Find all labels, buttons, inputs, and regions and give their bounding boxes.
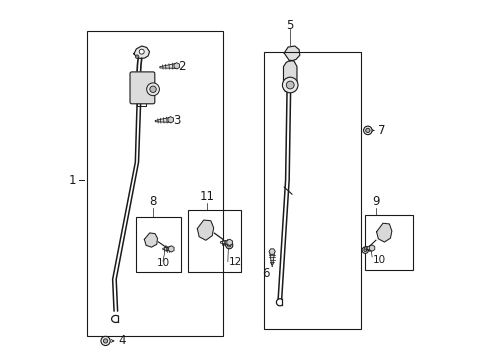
Text: 11: 11 [200,190,214,203]
Polygon shape [168,246,174,252]
FancyBboxPatch shape [130,72,155,104]
Bar [364,215,412,270]
Polygon shape [163,246,171,251]
Bar [264,53,361,329]
Circle shape [149,86,156,93]
Circle shape [135,55,139,58]
Circle shape [146,83,159,96]
Polygon shape [269,252,274,264]
Text: 7: 7 [378,124,385,137]
Bar [136,217,181,272]
Polygon shape [174,63,179,69]
Polygon shape [376,223,391,242]
Polygon shape [226,239,232,246]
Text: 2: 2 [178,60,186,73]
Text: 8: 8 [149,195,157,208]
Text: 10: 10 [156,258,169,268]
Text: 10: 10 [372,255,385,265]
Text: 5: 5 [285,19,293,32]
Polygon shape [283,60,296,91]
Polygon shape [160,63,177,68]
Circle shape [365,128,369,132]
Polygon shape [144,233,157,247]
Circle shape [363,126,371,135]
Polygon shape [368,245,374,251]
Text: 12: 12 [228,257,241,266]
Circle shape [139,49,144,54]
Polygon shape [364,246,371,251]
Circle shape [225,242,232,249]
Text: 1: 1 [69,174,76,186]
Circle shape [361,247,368,253]
Circle shape [286,81,293,89]
Circle shape [101,336,110,346]
Polygon shape [284,46,299,61]
Polygon shape [268,249,275,255]
Text: 9: 9 [372,195,379,208]
Polygon shape [197,220,213,240]
Circle shape [282,77,297,93]
Circle shape [227,243,230,247]
Circle shape [363,249,366,252]
Bar [187,210,241,272]
Polygon shape [134,46,149,58]
Polygon shape [220,240,229,245]
Text: 4: 4 [119,334,126,347]
Circle shape [103,339,107,343]
Text: 3: 3 [173,114,180,127]
Polygon shape [155,117,171,122]
Text: 6: 6 [262,267,269,280]
Polygon shape [167,117,173,123]
Bar [86,31,223,336]
